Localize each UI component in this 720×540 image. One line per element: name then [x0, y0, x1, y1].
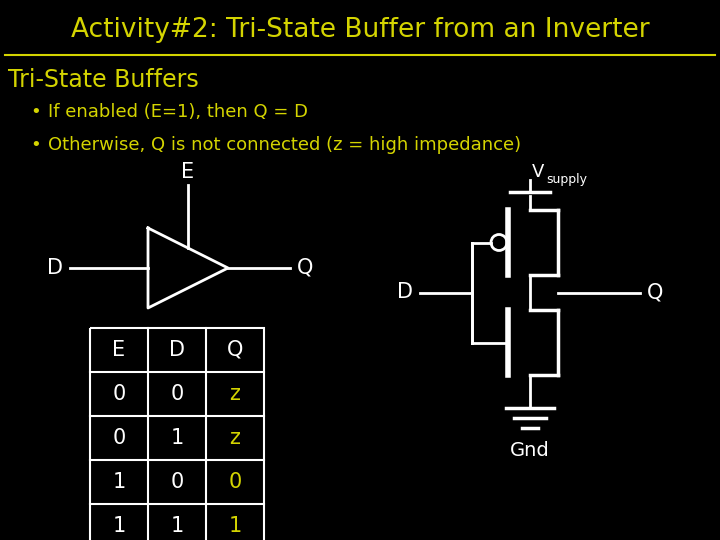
Text: 1: 1 [112, 516, 125, 536]
Text: 0: 0 [112, 384, 125, 404]
Text: z: z [230, 384, 240, 404]
Text: Otherwise, Q is not connected (z = high impedance): Otherwise, Q is not connected (z = high … [48, 136, 521, 154]
Text: •: • [30, 136, 41, 154]
Text: D: D [47, 258, 63, 278]
Text: E: E [181, 162, 194, 182]
Text: 1: 1 [228, 516, 242, 536]
Text: 0: 0 [171, 472, 184, 492]
Text: V: V [532, 163, 544, 181]
Text: D: D [169, 340, 185, 360]
Text: If enabled (E=1), then Q = D: If enabled (E=1), then Q = D [48, 103, 308, 121]
Bar [90, 328, 264, 540]
Text: Activity#2: Tri-State Buffer from an Inverter: Activity#2: Tri-State Buffer from an Inv… [71, 17, 649, 43]
Text: 0: 0 [112, 428, 125, 448]
Text: E: E [112, 340, 125, 360]
Text: 1: 1 [171, 428, 184, 448]
Text: 0: 0 [228, 472, 242, 492]
Text: D: D [397, 282, 413, 302]
Circle shape [491, 234, 507, 251]
Text: z: z [230, 428, 240, 448]
Text: 0: 0 [171, 384, 184, 404]
Text: •: • [30, 103, 41, 121]
Text: 1: 1 [112, 472, 125, 492]
Text: Gnd: Gnd [510, 441, 550, 460]
Text: 1: 1 [171, 516, 184, 536]
Text: Q: Q [297, 258, 313, 278]
Text: Q: Q [647, 282, 663, 302]
Text: Tri-State Buffers: Tri-State Buffers [8, 68, 199, 92]
Text: supply: supply [546, 173, 587, 186]
Text: Q: Q [227, 340, 243, 360]
